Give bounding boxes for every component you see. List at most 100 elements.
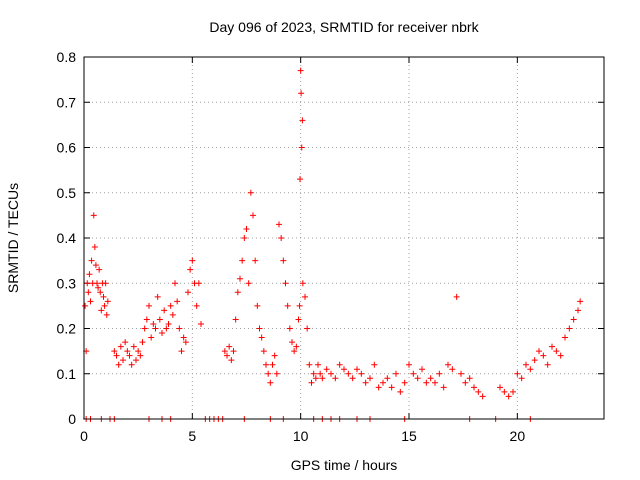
data-point	[141, 325, 148, 332]
data-point	[341, 366, 347, 373]
data-point	[90, 212, 97, 219]
x-tick-label: 10	[293, 428, 309, 444]
data-point	[527, 366, 534, 373]
data-point	[336, 361, 343, 368]
data-point	[570, 316, 577, 323]
data-point	[312, 375, 319, 382]
data-point	[384, 375, 391, 382]
data-point	[505, 393, 512, 400]
data-point	[98, 307, 105, 314]
data-point	[393, 370, 399, 377]
data-point	[94, 280, 100, 287]
y-tick-label: 0.3	[57, 275, 77, 291]
data-point	[510, 388, 516, 395]
data-point	[544, 361, 551, 368]
data-point	[128, 361, 135, 368]
data-point	[375, 384, 382, 391]
data-point	[514, 370, 521, 377]
data-point	[97, 289, 104, 296]
axis-ticks: 0 0.1 0.2 0.3 0.4 0.5 0.6 0.7 0.8 0 5 10 15 20	[57, 49, 604, 444]
data-point	[414, 375, 421, 382]
x-tick-label: 15	[401, 428, 417, 444]
data-point	[232, 316, 239, 323]
data-point	[88, 257, 95, 264]
data-point	[562, 334, 568, 341]
plot-frame	[83, 56, 605, 420]
data-point	[308, 379, 315, 386]
data-point	[234, 289, 241, 296]
data-point	[100, 293, 107, 300]
data-point	[397, 388, 404, 395]
data-point	[135, 348, 142, 355]
data-point	[371, 361, 378, 368]
data-point	[423, 379, 430, 386]
data-point	[226, 343, 233, 350]
y-tick-label: 0.8	[57, 49, 77, 65]
data-point	[280, 257, 287, 264]
data-point	[553, 348, 560, 355]
y-axis-title: SRMTID / TECUs	[5, 183, 21, 293]
data-point	[103, 311, 110, 318]
grid-lines	[84, 57, 604, 419]
data-point	[84, 280, 91, 287]
data-point	[163, 325, 170, 332]
data-point	[228, 357, 235, 364]
data-point	[115, 361, 122, 368]
data-point	[85, 289, 92, 296]
data-point	[566, 325, 573, 332]
data-point	[258, 334, 265, 341]
data-point	[523, 361, 529, 368]
data-point	[180, 334, 187, 341]
data-point	[577, 298, 584, 305]
data-point	[146, 302, 152, 309]
data-point	[267, 379, 274, 386]
data-point	[406, 361, 412, 368]
data-point	[176, 325, 183, 332]
data-point	[349, 375, 356, 382]
data-point	[328, 370, 334, 377]
x-tick-label: 5	[188, 428, 196, 444]
data-point	[82, 302, 89, 309]
data-point	[323, 366, 330, 373]
data-point	[471, 384, 477, 391]
data-point	[432, 379, 438, 386]
data-point	[410, 370, 417, 377]
data-point	[193, 302, 200, 309]
data-point	[286, 325, 293, 332]
data-point	[130, 343, 137, 350]
data-point	[182, 339, 189, 346]
data-point	[237, 275, 243, 282]
data-point	[458, 370, 464, 377]
data-point	[317, 370, 324, 377]
data-point	[252, 257, 259, 264]
data-point	[174, 298, 181, 305]
data-point	[462, 379, 469, 386]
data-point	[95, 284, 102, 291]
data-point	[256, 325, 263, 332]
data-point	[224, 352, 230, 359]
data-point	[549, 343, 555, 350]
data-point	[221, 348, 228, 355]
data-point	[156, 316, 163, 323]
data-point	[282, 280, 289, 287]
data-point	[453, 293, 460, 300]
data-point	[250, 212, 256, 219]
data-point	[265, 370, 272, 377]
data-point	[276, 221, 282, 228]
data-point	[120, 357, 126, 364]
data-point	[126, 352, 133, 359]
data-point	[263, 361, 269, 368]
chart-title: Day 096 of 2023, SRMTID for receiver nbr…	[209, 19, 479, 35]
data-point	[310, 370, 317, 377]
data-point	[124, 348, 131, 355]
y-tick-label: 0.6	[57, 140, 77, 156]
data-point	[427, 375, 434, 382]
data-point	[143, 316, 150, 323]
data-point	[189, 257, 196, 264]
data-point	[243, 225, 250, 232]
data-point	[302, 293, 308, 300]
data-point	[96, 266, 103, 273]
data-point	[299, 117, 306, 124]
data-point	[278, 235, 285, 241]
